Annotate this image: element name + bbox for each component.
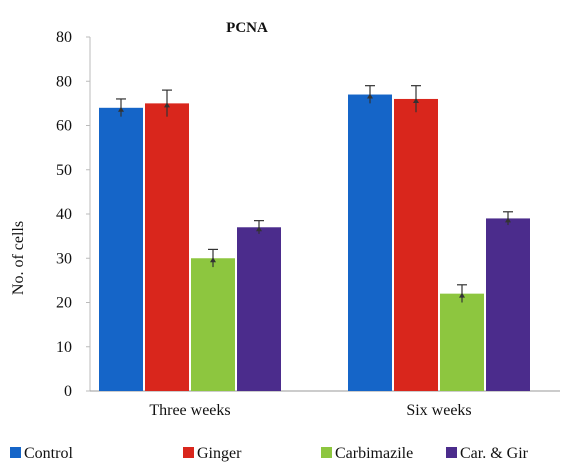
legend-swatch xyxy=(183,447,194,458)
bar-carbimazile-six-weeks xyxy=(440,293,484,391)
legend-swatch xyxy=(446,447,457,458)
y-tick-label: 50 xyxy=(56,162,72,179)
error-marker xyxy=(164,102,170,108)
y-tick-label: 30 xyxy=(56,250,72,267)
legend-label: Carbimazile xyxy=(335,445,413,462)
y-tick-label: 60 xyxy=(56,118,72,135)
error-marker xyxy=(256,226,262,232)
error-marker xyxy=(118,106,124,112)
y-tick-label: 0 xyxy=(64,383,72,400)
bar-car-gir-six-weeks xyxy=(486,218,530,391)
y-tick-label: 80 xyxy=(56,73,72,90)
error-bars xyxy=(116,85,513,303)
bar-car-gir-three-weeks xyxy=(237,227,281,391)
y-tick-label: 20 xyxy=(56,295,72,312)
bar-ginger-six-weeks xyxy=(394,98,438,391)
bar-ginger-three-weeks xyxy=(145,103,189,391)
bar-groups xyxy=(99,94,530,392)
y-axis-ticks: 0 10 20 30 40 50 60 80 80 xyxy=(56,29,90,400)
error-marker xyxy=(459,292,465,298)
legend-label: Car. & Gir xyxy=(460,445,529,462)
legend-swatch xyxy=(10,447,21,458)
legend-label: Control xyxy=(24,445,73,462)
bar-control-six-weeks xyxy=(348,94,392,392)
legend-swatch xyxy=(321,447,332,458)
category-label: Six weeks xyxy=(406,402,471,419)
y-tick-label: 80 xyxy=(56,29,72,46)
bar-control-three-weeks xyxy=(99,107,143,392)
legend-label: Ginger xyxy=(197,445,242,462)
category-label: Three weeks xyxy=(149,402,230,419)
error-marker xyxy=(367,93,373,99)
legend: Control Ginger Carbimazile Car. & Gir xyxy=(10,445,529,462)
chart-title: PCNA xyxy=(226,20,268,36)
bar-carbimazile-three-weeks xyxy=(191,258,235,391)
y-tick-label: 10 xyxy=(56,339,72,356)
error-marker xyxy=(413,97,419,103)
category-labels: Three weeks Six weeks xyxy=(149,402,471,419)
y-axis-label: No. of cells xyxy=(10,221,27,295)
error-marker xyxy=(210,257,216,263)
error-marker xyxy=(505,217,511,223)
y-tick-label: 40 xyxy=(56,206,72,223)
